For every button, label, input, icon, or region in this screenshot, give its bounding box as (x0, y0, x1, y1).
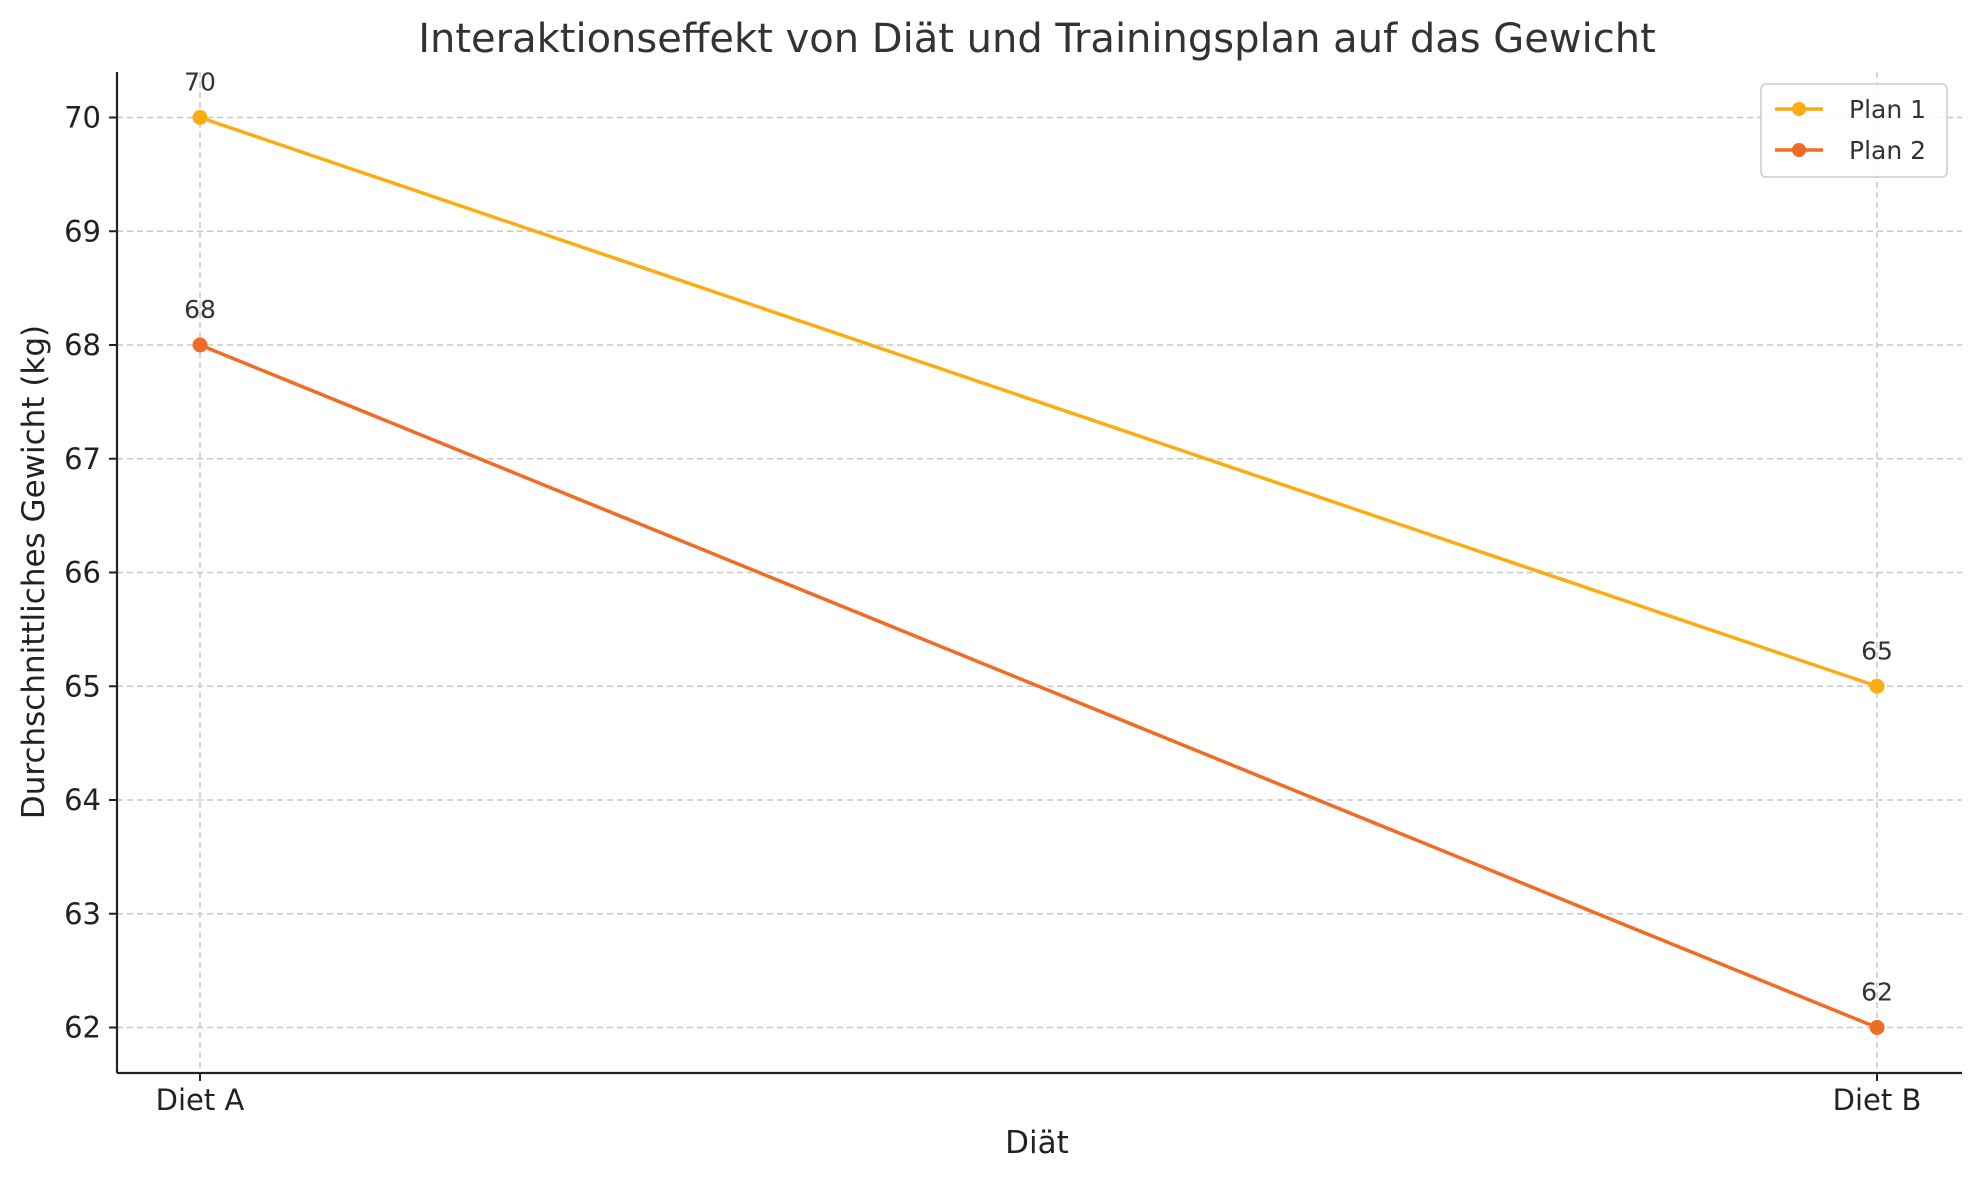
data-label: 62 (1861, 978, 1893, 1007)
data-point (1869, 678, 1885, 694)
x-tick-label: Diet B (1833, 1083, 1922, 1117)
y-tick-label: 65 (64, 669, 101, 703)
y-tick-label: 69 (64, 214, 101, 248)
legend-marker (1792, 102, 1806, 116)
y-axis-label: Durchschnittliches Gewicht (kg) (16, 325, 52, 819)
x-axis-label: Diät (1005, 1125, 1069, 1161)
series-line-plan-1 (199, 115, 1878, 688)
chart-title: Interaktionseffekt von Diät und Training… (418, 16, 1656, 62)
series-line-plan-2 (199, 343, 1878, 1030)
data-label: 65 (1861, 636, 1893, 665)
ticks: 62 63 64 65 66 67 68 69 70 Diet A Diet B (64, 101, 1921, 1118)
grid (117, 72, 1962, 1073)
data-point (192, 337, 208, 353)
legend-marker (1792, 143, 1806, 157)
data-point (192, 110, 208, 125)
data-label: 68 (184, 295, 216, 324)
data-label: 70 (184, 68, 216, 97)
y-tick-label: 70 (64, 101, 101, 135)
y-tick-label: 67 (64, 442, 101, 476)
legend-label: Plan 2 (1849, 136, 1926, 165)
data-point (1869, 1020, 1885, 1035)
y-tick-label: 68 (64, 328, 101, 362)
data-labels: 70 65 68 62 (184, 68, 1893, 1007)
y-tick-label: 63 (64, 897, 101, 931)
y-tick-label: 64 (64, 783, 101, 817)
x-tick-label: Diet A (156, 1083, 245, 1117)
legend: Plan 1 Plan 2 (1760, 83, 1948, 178)
legend-label: Plan 1 (1849, 95, 1926, 124)
series-group (192, 110, 1885, 1035)
y-tick-label: 62 (64, 1011, 101, 1045)
y-tick-label: 66 (64, 556, 101, 590)
